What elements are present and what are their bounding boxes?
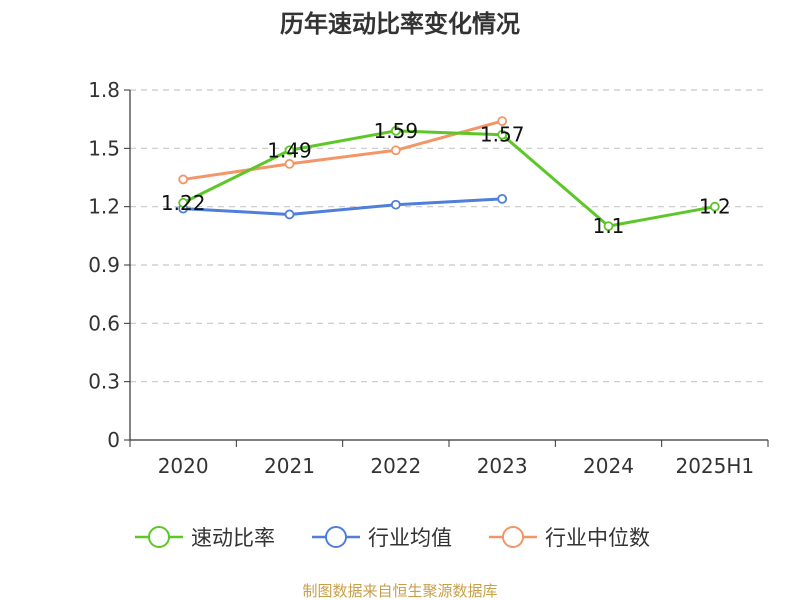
axis-layer: 0 0.3 0.6 0.9 1.2 1.5 1.8 2020 2021 2022 2023 2024 2…: [88, 78, 769, 478]
series-line-2: [182, 119, 503, 181]
data-point-0: [390, 125, 401, 136]
series-line-0: [182, 129, 716, 228]
series-line-1: [183, 197, 503, 216]
data-point-0: [178, 197, 189, 208]
data-point-0: [603, 221, 614, 232]
x-tick-label: 2020: [158, 454, 209, 478]
legend-marker-icon: [148, 526, 170, 548]
legend-label: 行业中位数: [545, 526, 650, 550]
x-tick-label: 2023: [477, 454, 528, 478]
y-tick-label: 0: [107, 428, 120, 452]
legend-marker-icon: [325, 526, 347, 548]
y-tick-label: 1.8: [88, 78, 120, 102]
data-label: 1.2: [699, 195, 731, 219]
y-tick-label: 0.3: [88, 370, 120, 394]
source-note: 制图数据来自恒生聚源数据库: [302, 582, 497, 600]
y-tick-label: 0.9: [88, 253, 120, 277]
legend-item[interactable]: 行业中位数: [489, 526, 650, 550]
data-point-2: [284, 158, 295, 169]
data-label: 1.1: [593, 214, 625, 238]
legend-label: 行业均值: [368, 526, 452, 550]
data-label: 1.57: [480, 123, 525, 147]
grid-layer: [130, 89, 768, 383]
x-tick-label: 2021: [264, 454, 315, 478]
y-tick-label: 0.6: [88, 311, 120, 335]
legend[interactable]: 速动比率 行业均值 行业中位数: [135, 526, 650, 550]
data-point-2: [390, 145, 401, 156]
legend-label: 速动比率: [191, 526, 275, 550]
data-point-2: [497, 116, 508, 127]
series-layer: [178, 116, 720, 232]
y-tick-label: 1.5: [88, 136, 120, 160]
legend-item[interactable]: 行业均值: [312, 526, 452, 550]
data-label: 1.59: [374, 119, 419, 143]
data-point-1: [497, 193, 508, 204]
legend-marker-icon: [502, 526, 524, 548]
chart-title: 历年速动比率变化情况: [280, 10, 520, 38]
y-tick-label: 1.2: [88, 195, 120, 219]
data-label: 1.49: [267, 138, 312, 162]
data-label: 1.22: [161, 191, 206, 215]
legend-item[interactable]: 速动比率: [135, 526, 275, 550]
data-point-2: [178, 174, 189, 185]
data-point-1: [390, 199, 401, 210]
label-layer: 1.22 1.49 1.59 1.57 1.1 1.2: [161, 119, 731, 238]
x-tick-label: 2025H1: [675, 454, 754, 478]
data-point-0: [497, 129, 508, 140]
data-point-0: [284, 145, 295, 156]
x-tick-label: 2022: [370, 454, 421, 478]
x-tick-label: 2024: [583, 454, 634, 478]
data-point-1: [284, 209, 295, 220]
data-point-0: [709, 201, 720, 212]
